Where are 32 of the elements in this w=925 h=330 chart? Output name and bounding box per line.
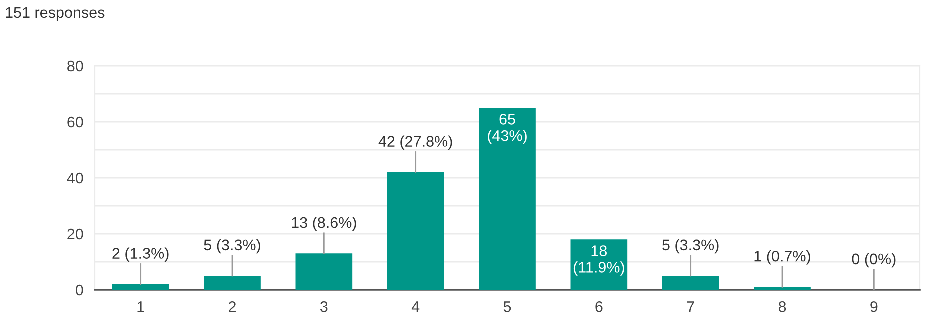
y-tick-label: 20 xyxy=(68,228,84,240)
bar xyxy=(387,172,444,290)
data-label: 13 (8.6%) xyxy=(292,216,356,232)
y-tick-label: 40 xyxy=(67,172,84,184)
x-tick-label: 3 xyxy=(320,302,328,312)
data-label: 2 (1.3%) xyxy=(112,248,169,262)
bar xyxy=(112,284,170,290)
x-tick-label: 7 xyxy=(687,302,694,312)
x-tick-label: 5 xyxy=(504,302,512,312)
data-label: 5 (3.3%) xyxy=(204,239,260,254)
bar xyxy=(479,108,536,290)
x-tick-label: 8 xyxy=(778,302,786,312)
chart-subtitle: 151 responses xyxy=(6,7,105,22)
bar xyxy=(754,287,811,290)
data-label: 0 (0%) xyxy=(852,253,896,268)
y-tick-label: 80 xyxy=(68,60,84,72)
x-tick-label: 4 xyxy=(412,302,420,312)
y-tick-label: 0 xyxy=(76,284,84,296)
bar xyxy=(570,240,628,290)
x-tick-label: 6 xyxy=(596,302,603,312)
bar xyxy=(204,276,261,290)
y-tick-label: 60 xyxy=(68,116,84,128)
data-label: 5 (3.3%) xyxy=(662,239,719,254)
bar xyxy=(662,276,720,290)
x-tick-label: 9 xyxy=(870,302,878,312)
data-label: 18 (11.9%) xyxy=(574,246,624,276)
bar xyxy=(296,254,353,290)
x-tick-label: 2 xyxy=(229,302,236,312)
data-label: 65 (43%) xyxy=(488,114,527,144)
data-label: 42 (27.8%) xyxy=(378,136,452,150)
data-label: 1 (0.7%) xyxy=(754,250,810,265)
x-tick-label: 1 xyxy=(138,302,144,312)
